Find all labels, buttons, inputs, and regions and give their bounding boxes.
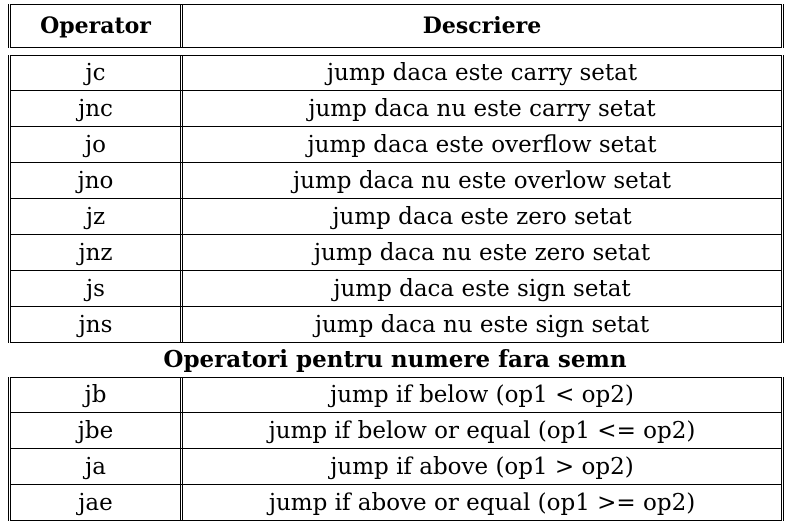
header-row: Operator Descriere (11, 4, 781, 48)
operator-cell: jz (11, 199, 183, 234)
header-table: Operator Descriere (8, 4, 784, 48)
operator-cell: jo (11, 127, 183, 162)
description-cell: jump if above or equal (op1 >= op2) (268, 489, 696, 516)
operator-cell: jns (11, 307, 183, 342)
operator-cell: jno (11, 163, 183, 198)
description-cell: jump daca nu este sign setat (314, 311, 650, 338)
description-cell: jump if below or equal (op1 <= op2) (268, 417, 696, 444)
operator-cell: jnz (11, 235, 183, 270)
table-row: jns jump daca nu este sign setat (11, 307, 781, 343)
description-cell: jump daca nu este zero setat (313, 239, 651, 266)
table-row: jnc jump daca nu este carry setat (11, 91, 781, 127)
description-cell: jump daca este overflow setat (307, 131, 657, 158)
description-cell: jump daca nu este overlow setat (293, 167, 671, 194)
description-cell: jump if below (op1 < op2) (330, 382, 634, 408)
table-row: jno jump daca nu este overlow setat (11, 163, 781, 199)
table-row: jo jump daca este overflow setat (11, 127, 781, 163)
operator-column-header: Operator (11, 5, 183, 47)
table-row: jbe jump if below or equal (op1 <= op2) (11, 413, 781, 449)
description-cell: jump if above (op1 > op2) (330, 453, 634, 480)
operator-cell: jb (11, 378, 183, 412)
description-cell: jump daca este sign setat (333, 275, 631, 302)
table-row: jc jump daca este carry setat (11, 55, 781, 91)
description-cell: jump daca este zero setat (332, 203, 632, 230)
operator-cell: jae (11, 485, 183, 520)
description-cell: jump daca este carry setat (326, 60, 638, 86)
table-row: js jump daca este sign setat (11, 271, 781, 307)
table-row: jz jump daca este zero setat (11, 199, 781, 235)
operator-cell: js (11, 271, 183, 306)
table-row: jnz jump daca nu este zero setat (11, 235, 781, 271)
signed-jumps-table: jc jump daca este carry setat jnc jump d… (8, 55, 784, 343)
description-column-header: Descriere (422, 13, 542, 39)
table-row: jae jump if above or equal (op1 >= op2) (11, 485, 781, 521)
operator-cell: jc (11, 56, 183, 90)
table-row: jb jump if below (op1 < op2) (11, 377, 781, 413)
operator-cell: ja (11, 449, 183, 484)
description-cell: jump daca nu este carry setat (308, 95, 656, 122)
operator-cell: jnc (11, 91, 183, 126)
table-row: ja jump if above (op1 > op2) (11, 449, 781, 485)
section-title: Operatori pentru numere fara semn (163, 346, 627, 373)
operator-cell: jbe (11, 413, 183, 448)
unsigned-jumps-table: jb jump if below (op1 < op2) jbe jump if… (8, 377, 784, 521)
